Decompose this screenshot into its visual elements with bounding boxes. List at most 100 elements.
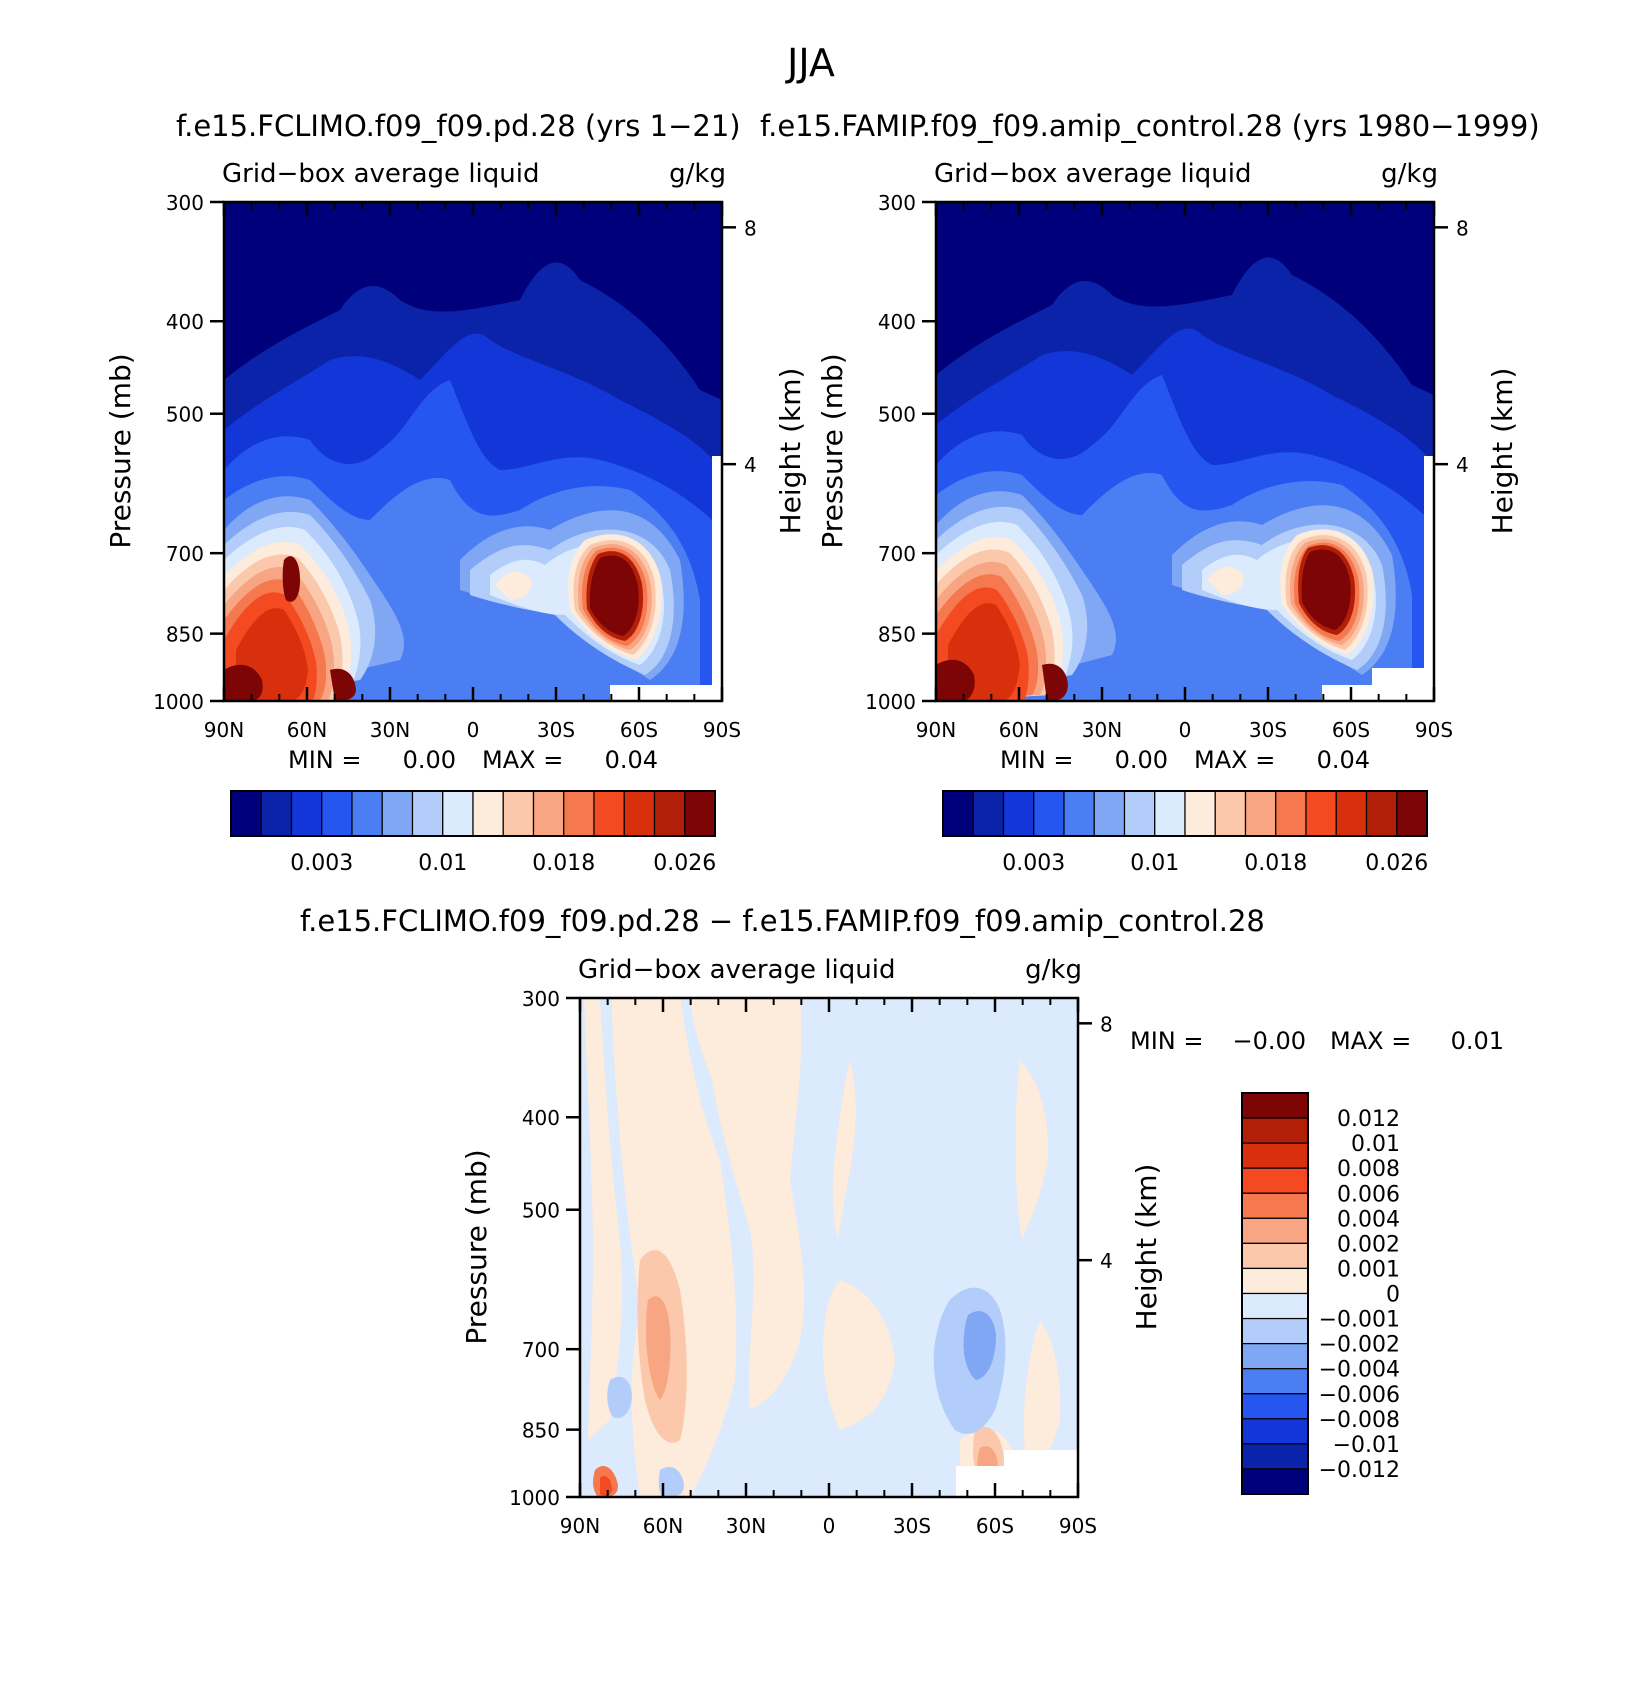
colorbar-label: 0.026 bbox=[653, 851, 716, 876]
negative-band bbox=[607, 1376, 632, 1419]
x-tick-label: 0 bbox=[467, 718, 480, 742]
colorbar-box bbox=[442, 790, 474, 837]
heatmap-top-left bbox=[224, 202, 722, 701]
contour-level-15 bbox=[224, 555, 639, 701]
colorbar-box bbox=[1214, 790, 1247, 837]
max-label: MAX = bbox=[1194, 746, 1275, 774]
colorbar-box bbox=[1063, 790, 1095, 837]
colorbar-box bbox=[1241, 1267, 1309, 1295]
y-right-tick-label: 4 bbox=[1456, 453, 1469, 477]
panel-bottom: 90N 60N 30N 0 30S 60S 90S 300 400 500 700 850 1000 8 4… bbox=[460, 955, 1504, 1538]
max-value: 0.01 bbox=[1451, 1027, 1504, 1055]
positive-band bbox=[832, 1060, 856, 1240]
x-tick-label: 90N bbox=[560, 1514, 600, 1538]
x-tick-label: 60N bbox=[287, 718, 327, 742]
colorbar-box bbox=[1241, 1142, 1309, 1169]
colorbar-box bbox=[230, 790, 262, 837]
x-tick-label: 30N bbox=[370, 718, 410, 742]
positive-band bbox=[823, 1280, 895, 1430]
y-tick-label: 700 bbox=[878, 542, 916, 566]
y-axis-right-label: Height (km) bbox=[1486, 368, 1519, 535]
contour-level-15 bbox=[936, 549, 1351, 701]
max-label: MAX = bbox=[482, 746, 563, 774]
colorbar-box bbox=[653, 790, 686, 837]
y-tick-label: 1000 bbox=[509, 1486, 560, 1510]
colorbar-box bbox=[1241, 1217, 1309, 1244]
colorbar-label: 0.008 bbox=[1337, 1157, 1400, 1182]
x-tick-label: 0 bbox=[823, 1514, 836, 1538]
contour-level-10 bbox=[936, 539, 1364, 701]
colorbar-box bbox=[1244, 790, 1277, 837]
colorbar-box bbox=[290, 790, 323, 837]
colorbar-box bbox=[1241, 1343, 1309, 1370]
colorbar-box bbox=[1184, 790, 1216, 837]
colorbar-box bbox=[1241, 1117, 1309, 1144]
panel-top-right: 90N 60N 30N 0 30S 60S 90S 300 400 500 700 850 1000 8 4… bbox=[816, 159, 1519, 876]
y-tick-label: 500 bbox=[522, 1199, 560, 1223]
panel-top-left: 90N 60N 30N 0 30S 60S 90S 300 400 500 700 850 1000 8 4… bbox=[104, 159, 807, 876]
y-right-tick-label: 8 bbox=[1100, 1012, 1113, 1036]
panel-top-left-title: f.e15.FCLIMO.f09_f09.pd.28 (yrs 1−21) bbox=[176, 109, 741, 143]
y-right-tick-label: 8 bbox=[744, 216, 757, 240]
colorbar-box bbox=[1241, 1192, 1309, 1219]
colorbar-box bbox=[1002, 790, 1035, 837]
colorbar-box bbox=[1305, 790, 1337, 837]
colorbar-box bbox=[472, 790, 504, 837]
y-tick-label: 500 bbox=[878, 403, 916, 427]
negative-band-2 bbox=[963, 1311, 996, 1380]
x-tick-label: 90N bbox=[916, 718, 956, 742]
colorbar-box bbox=[260, 790, 293, 837]
y-tick-label: 500 bbox=[166, 403, 204, 427]
top-right-axes: 90N 60N 30N 0 30S 60S 90S 300 400 500 700 850 1000 8 4 bbox=[865, 191, 1469, 742]
y-axis-right-label: Height (km) bbox=[774, 368, 807, 535]
panel-top-right-title: f.e15.FAMIP.f09_f09.amip_control.28 (yrs… bbox=[760, 109, 1540, 143]
y-tick-label: 850 bbox=[522, 1419, 560, 1443]
units-label: g/kg bbox=[669, 159, 726, 189]
units-label: g/kg bbox=[1025, 955, 1082, 985]
colorbar-label: −0.001 bbox=[1319, 1308, 1400, 1333]
colorbar-box bbox=[1241, 1468, 1309, 1495]
x-tick-label: 30N bbox=[726, 1514, 766, 1538]
min-label: MIN = bbox=[1130, 1027, 1203, 1055]
colorbar-box bbox=[942, 790, 974, 837]
x-tick-label: 60S bbox=[1332, 718, 1370, 742]
colorbar-label: 0.01 bbox=[1130, 851, 1179, 876]
colorbar-label: 0.026 bbox=[1365, 851, 1428, 876]
x-tick-label: 0 bbox=[1179, 718, 1192, 742]
x-tick-label: 30N bbox=[1082, 718, 1122, 742]
variable-label: Grid−box average liquid bbox=[934, 159, 1251, 189]
variable-label: Grid−box average liquid bbox=[578, 955, 895, 985]
max-label: MAX = bbox=[1330, 1027, 1411, 1055]
min-label: MIN = bbox=[1000, 746, 1073, 774]
colorbar-label: 0.003 bbox=[290, 851, 353, 876]
colorbar-bottom: 0.0120.010.0080.0060.0040.0020.0010−0.00… bbox=[1241, 1092, 1400, 1495]
contour-fill-top-right bbox=[936, 257, 1434, 701]
y-tick-label: 400 bbox=[166, 310, 204, 334]
colorbar-label: 0.018 bbox=[532, 851, 595, 876]
variable-label: Grid−box average liquid bbox=[222, 159, 539, 189]
colorbar-label: 0.012 bbox=[1337, 1107, 1400, 1132]
negative-band bbox=[658, 1466, 684, 1497]
colorbar-box bbox=[321, 790, 353, 837]
y-tick-label: 1000 bbox=[865, 690, 916, 714]
x-tick-label: 90S bbox=[1059, 1514, 1097, 1538]
x-tick-label: 30S bbox=[893, 1514, 931, 1538]
max-value: 0.04 bbox=[1317, 746, 1370, 774]
contour-level-10 bbox=[224, 544, 652, 701]
x-tick-label: 60S bbox=[620, 718, 658, 742]
colorbar-top-left: 0.003 0.01 0.018 0.026 bbox=[230, 790, 716, 876]
missing-region bbox=[1372, 668, 1434, 686]
colorbar-label: 0.004 bbox=[1337, 1207, 1400, 1232]
colorbar-box bbox=[1241, 1092, 1309, 1119]
colorbar-label: 0.006 bbox=[1337, 1182, 1400, 1207]
missing-region bbox=[1004, 1450, 1078, 1468]
y-tick-label: 300 bbox=[522, 987, 560, 1011]
x-tick-label: 60N bbox=[643, 1514, 683, 1538]
colorbar-label: 0.01 bbox=[1351, 1132, 1400, 1157]
missing-region bbox=[956, 1466, 1078, 1497]
x-tick-label: 30S bbox=[537, 718, 575, 742]
colorbar-box bbox=[1241, 1418, 1309, 1445]
colorbar-box bbox=[684, 790, 716, 837]
colorbar-box bbox=[972, 790, 1005, 837]
top-left-axes: 90N 60N 30N 0 30S 60S 90S 300 400 500 700 850 1000 8 4 bbox=[153, 191, 757, 742]
